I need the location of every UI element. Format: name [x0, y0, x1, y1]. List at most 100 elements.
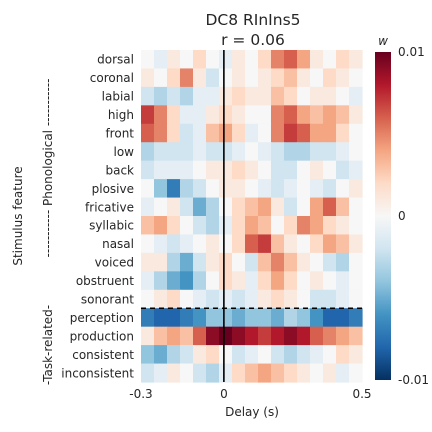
- heat-cell: [349, 234, 363, 254]
- heat-cell: [232, 123, 246, 143]
- heat-cell: [193, 326, 207, 346]
- heat-cell: [206, 216, 220, 236]
- heat-cell: [154, 50, 168, 70]
- heat-cell: [206, 252, 220, 272]
- heat-cell: [219, 234, 233, 254]
- heat-cell: [232, 50, 246, 70]
- heat-cell: [258, 326, 272, 346]
- heat-cell: [141, 68, 155, 88]
- heat-cell: [154, 142, 168, 162]
- heat-cell: [232, 326, 246, 346]
- row-label: labial: [102, 90, 134, 104]
- row-label: back: [105, 163, 134, 177]
- heat-cell: [258, 308, 272, 328]
- heatmap-cells: [141, 50, 363, 383]
- heat-cell: [310, 105, 324, 125]
- heat-cell: [141, 271, 155, 291]
- heat-cell: [284, 363, 298, 383]
- heat-cell: [271, 197, 285, 217]
- heat-cell: [245, 326, 259, 346]
- chart-title: DC8 RInIns5: [205, 11, 300, 29]
- heat-cell: [141, 345, 155, 365]
- heat-cell: [245, 68, 259, 88]
- heat-cell: [206, 142, 220, 162]
- heat-cell: [310, 289, 324, 309]
- heat-cell: [193, 142, 207, 162]
- heat-cell: [297, 289, 311, 309]
- heat-cell: [206, 123, 220, 143]
- heat-cell: [180, 68, 194, 88]
- heat-cell: [219, 363, 233, 383]
- heat-cell: [310, 326, 324, 346]
- heat-cell: [310, 68, 324, 88]
- heat-cell: [336, 123, 350, 143]
- heat-cell: [193, 197, 207, 217]
- heat-cell: [245, 105, 259, 125]
- heat-cell: [258, 363, 272, 383]
- heat-cell: [323, 289, 337, 309]
- heat-cell: [245, 50, 259, 70]
- heat-cell: [232, 289, 246, 309]
- heat-cell: [271, 142, 285, 162]
- heat-cell: [310, 271, 324, 291]
- heat-cell: [180, 308, 194, 328]
- heat-cell: [297, 142, 311, 162]
- heat-cell: [258, 197, 272, 217]
- row-label: consistent: [72, 348, 134, 362]
- heat-cell: [154, 216, 168, 236]
- heat-cell: [141, 50, 155, 70]
- heat-cell: [271, 160, 285, 180]
- heat-cell: [206, 289, 220, 309]
- heat-cell: [154, 160, 168, 180]
- heat-cell: [336, 105, 350, 125]
- heat-cell: [141, 86, 155, 106]
- heat-cell: [349, 68, 363, 88]
- heat-cell: [297, 123, 311, 143]
- heat-cell: [154, 271, 168, 291]
- heat-cell: [284, 179, 298, 199]
- heat-cell: [349, 345, 363, 365]
- heat-cell: [323, 216, 337, 236]
- heat-cell: [206, 105, 220, 125]
- heat-cell: [219, 160, 233, 180]
- heat-cell: [245, 142, 259, 162]
- group-label-phonological: ----------- Phonological -----------: [41, 79, 55, 258]
- row-label: front: [105, 127, 134, 141]
- heat-cell: [336, 160, 350, 180]
- heat-cell: [219, 123, 233, 143]
- heat-cell: [245, 123, 259, 143]
- heat-cell: [323, 197, 337, 217]
- heat-cell: [297, 326, 311, 346]
- heat-cell: [232, 86, 246, 106]
- heat-cell: [232, 271, 246, 291]
- heat-cell: [271, 271, 285, 291]
- heat-cell: [323, 345, 337, 365]
- heat-cell: [245, 345, 259, 365]
- row-label: voiced: [95, 256, 134, 270]
- heat-cell: [297, 160, 311, 180]
- heat-cell: [284, 308, 298, 328]
- heat-cell: [193, 363, 207, 383]
- heat-cell: [193, 234, 207, 254]
- heat-cell: [297, 252, 311, 272]
- heat-cell: [271, 234, 285, 254]
- x-tick-label: 0.5: [352, 387, 371, 401]
- heat-cell: [167, 289, 181, 309]
- heat-cell: [167, 326, 181, 346]
- heat-cell: [336, 345, 350, 365]
- heat-cell: [206, 363, 220, 383]
- x-tick-label: 0: [220, 387, 228, 401]
- heat-cell: [258, 50, 272, 70]
- heat-cell: [141, 142, 155, 162]
- heat-cell: [336, 308, 350, 328]
- heat-cell: [258, 216, 272, 236]
- heat-cell: [245, 271, 259, 291]
- heat-cell: [349, 50, 363, 70]
- x-tick-label: -0.3: [129, 387, 152, 401]
- heat-cell: [219, 216, 233, 236]
- row-label: sonorant: [81, 293, 134, 307]
- heat-cell: [193, 252, 207, 272]
- heat-cell: [193, 50, 207, 70]
- row-label: plosive: [92, 182, 134, 196]
- heat-cell: [258, 345, 272, 365]
